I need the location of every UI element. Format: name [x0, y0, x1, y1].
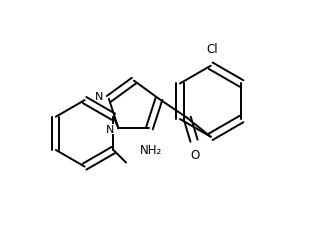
- Text: NH₂: NH₂: [139, 144, 162, 157]
- Text: N: N: [106, 125, 114, 135]
- Text: N: N: [95, 92, 103, 102]
- Text: Cl: Cl: [206, 43, 218, 56]
- Text: O: O: [191, 148, 200, 161]
